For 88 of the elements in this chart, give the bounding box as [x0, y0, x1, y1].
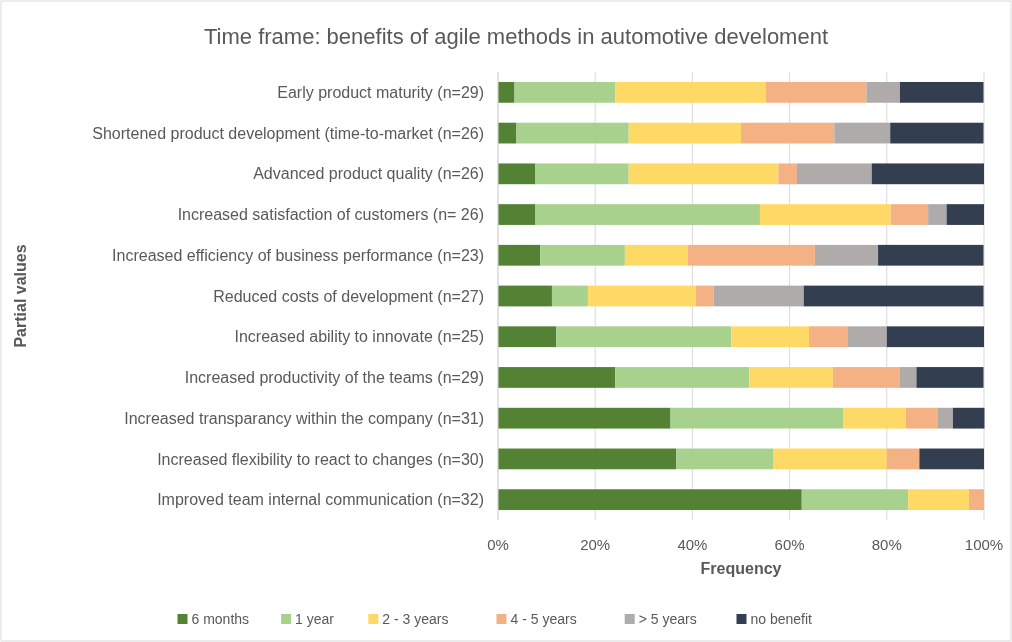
bar [946, 204, 984, 225]
bar [937, 407, 953, 429]
bar [498, 326, 557, 348]
bar [908, 489, 969, 511]
bar [952, 407, 985, 429]
bar [556, 326, 732, 348]
bar [916, 367, 984, 388]
bar [535, 163, 629, 185]
bar [587, 285, 696, 307]
bar [765, 81, 867, 103]
bar [628, 163, 779, 185]
bar [540, 244, 625, 266]
y-tick-label: Advanced product quality (n=26) [253, 165, 484, 183]
bar [749, 367, 833, 388]
bar [498, 244, 541, 266]
bar [886, 448, 920, 470]
bar [843, 407, 906, 429]
legend-label: 1 year [295, 611, 335, 627]
bar [773, 448, 887, 470]
bar [899, 367, 917, 388]
bar [516, 122, 629, 144]
bar [498, 204, 536, 225]
bar [905, 407, 938, 429]
bar [878, 244, 984, 266]
bar [741, 122, 835, 144]
bar [814, 244, 879, 266]
bar [796, 163, 872, 185]
bar [628, 122, 741, 144]
y-tick-label: Improved team internal communication (n=32) [157, 491, 484, 509]
bar [498, 285, 552, 307]
bar [890, 204, 929, 225]
legend-label: > 5 years [638, 611, 697, 627]
bar [535, 204, 760, 225]
bar [968, 489, 984, 511]
x-tick-label: 40% [677, 536, 708, 553]
bar [713, 285, 804, 307]
bar [886, 326, 984, 348]
bar [688, 244, 815, 266]
bar [778, 163, 797, 185]
legend-label: 2 - 3 years [382, 611, 449, 627]
bar [498, 407, 671, 429]
bar [899, 81, 984, 103]
legend-label: no benefit [750, 611, 813, 627]
bar [919, 448, 984, 470]
bar [624, 244, 689, 266]
y-tick-label: Shortened product development (time-to-market (n=26) [92, 124, 484, 142]
bar [928, 204, 947, 225]
y-tick-label: Increased flexibility to react to changes (n=30) [157, 450, 484, 468]
bar [498, 367, 616, 388]
x-tick-label: 80% [871, 536, 902, 553]
x-tick-label: 20% [580, 536, 611, 553]
bar [498, 81, 515, 103]
y-tick-label: Reduced costs of development (n=27) [213, 287, 484, 305]
legend-label: 6 months [191, 611, 250, 627]
bar [615, 81, 766, 103]
bar [890, 122, 984, 144]
bar [615, 367, 750, 388]
bar [695, 285, 714, 307]
bar [847, 326, 887, 348]
bar [731, 326, 810, 348]
bar [498, 448, 677, 470]
bar [866, 81, 900, 103]
bar [871, 163, 984, 185]
bar [803, 285, 984, 307]
bar [759, 204, 891, 225]
y-tick-label: Increased ability to innovate (n=25) [234, 328, 484, 346]
y-axis-title: Partial values [12, 244, 29, 348]
bar [514, 81, 616, 103]
y-tick-label: Increased transparancy within the company (n=31) [124, 409, 484, 427]
legend-label: 4 - 5 years [510, 611, 577, 627]
x-tick-label: 100% [964, 536, 1004, 553]
bar [801, 489, 909, 511]
bar [832, 367, 900, 388]
bar [834, 122, 891, 144]
bar [498, 163, 536, 185]
x-tick-label: 60% [774, 536, 805, 553]
y-tick-label: Early product maturity (n=29) [277, 83, 484, 101]
y-tick-label: Increased satisfaction of customers (n= 26) [177, 206, 484, 224]
bar [676, 448, 774, 470]
bar [498, 489, 802, 511]
y-tick-label: Increased efficiency of business performance (n=23) [112, 246, 484, 264]
bar [670, 407, 844, 429]
y-tick-label: Increased productivity of the teams (n=29) [184, 369, 484, 387]
bar [551, 285, 588, 307]
chart-title: Time frame: benefits of agile methods in automotive develoment [203, 24, 829, 49]
x-axis-title: Frequency [700, 560, 782, 577]
bar [809, 326, 848, 348]
x-tick-label: 0% [487, 536, 509, 553]
